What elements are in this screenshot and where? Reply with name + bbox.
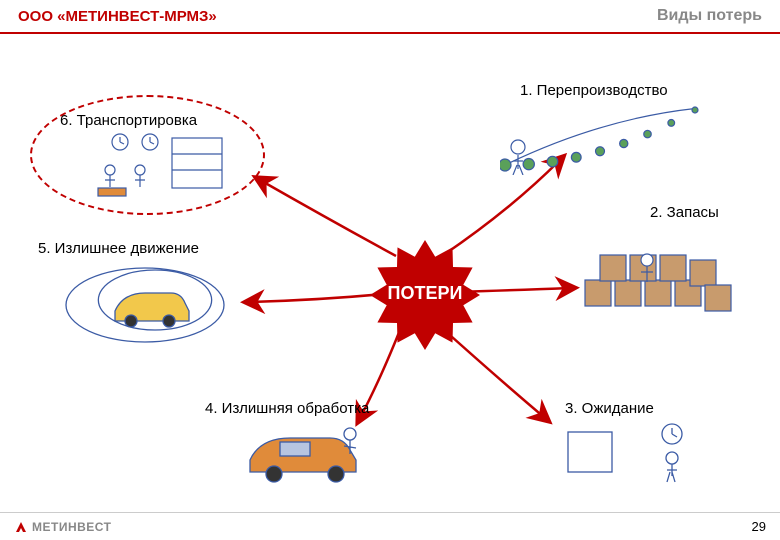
node-label-3: 3. Ожидание — [565, 400, 654, 417]
node-illustration-5 — [60, 260, 230, 355]
node-label-4: 4. Излишняя обработка — [205, 400, 369, 417]
logo-icon — [14, 520, 28, 534]
node-label-6: 6. Транспортировка — [60, 112, 197, 129]
company-name: ООО «МЕТИНВЕСТ-МРМЗ» — [18, 8, 217, 25]
arrow-to-node-5 — [250, 294, 384, 302]
node-illustration-4 — [240, 420, 370, 495]
footer-brand-text: МЕТИНВЕСТ — [32, 520, 112, 534]
central-hub-label: ПОТЕРИ — [370, 283, 480, 304]
footer: МЕТИНВЕСТ 29 — [0, 512, 780, 540]
slide: ООО «МЕТИНВЕСТ-МРМЗ» Виды потерь ПОТЕРИ … — [0, 0, 780, 540]
page-number: 29 — [752, 519, 766, 534]
slide-title: Виды потерь — [657, 7, 762, 25]
node-label-5: 5. Излишнее движение — [38, 240, 199, 257]
arrow-to-node-2 — [455, 288, 570, 292]
node-label-1: 1. Перепроизводство — [520, 82, 668, 99]
node-illustration-2 — [575, 240, 735, 335]
arrow-to-node-6 — [260, 180, 396, 256]
node-label-2: 2. Запасы — [650, 204, 719, 221]
arrow-to-node-3 — [442, 328, 545, 418]
footer-brand: МЕТИНВЕСТ — [14, 520, 112, 534]
node-illustration-3 — [560, 420, 700, 490]
node-illustration-6 — [90, 130, 240, 205]
node-illustration-1 — [500, 105, 700, 180]
header: ООО «МЕТИНВЕСТ-МРМЗ» Виды потерь — [0, 0, 780, 34]
central-hub-star — [370, 240, 480, 350]
